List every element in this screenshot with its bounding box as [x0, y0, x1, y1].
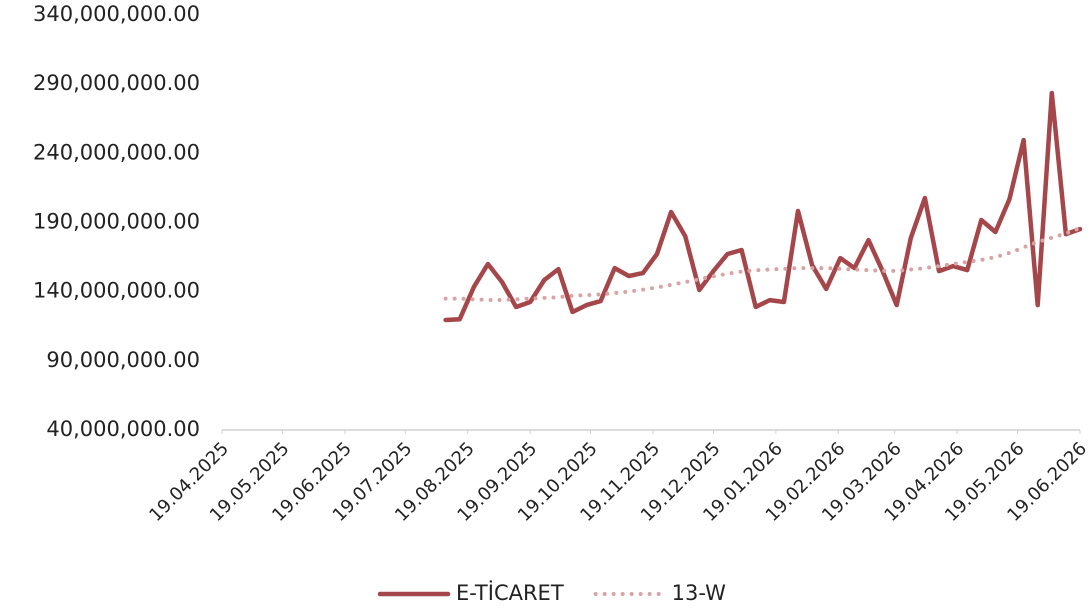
y-tick-label: 240,000,000.00 [33, 140, 200, 164]
y-tick-label: 90,000,000.00 [46, 348, 200, 372]
legend-label: 13-W [672, 581, 726, 605]
y-tick-label: 190,000,000.00 [33, 210, 200, 234]
y-tick-label: 290,000,000.00 [33, 71, 200, 95]
y-tick-label: 140,000,000.00 [33, 279, 200, 303]
series-line [443, 90, 1083, 323]
y-tick-label: 340,000,000.00 [33, 2, 200, 26]
y-tick-label: 40,000,000.00 [46, 417, 200, 441]
legend-label: E-TİCARET [456, 580, 564, 605]
series-line [443, 226, 1082, 302]
